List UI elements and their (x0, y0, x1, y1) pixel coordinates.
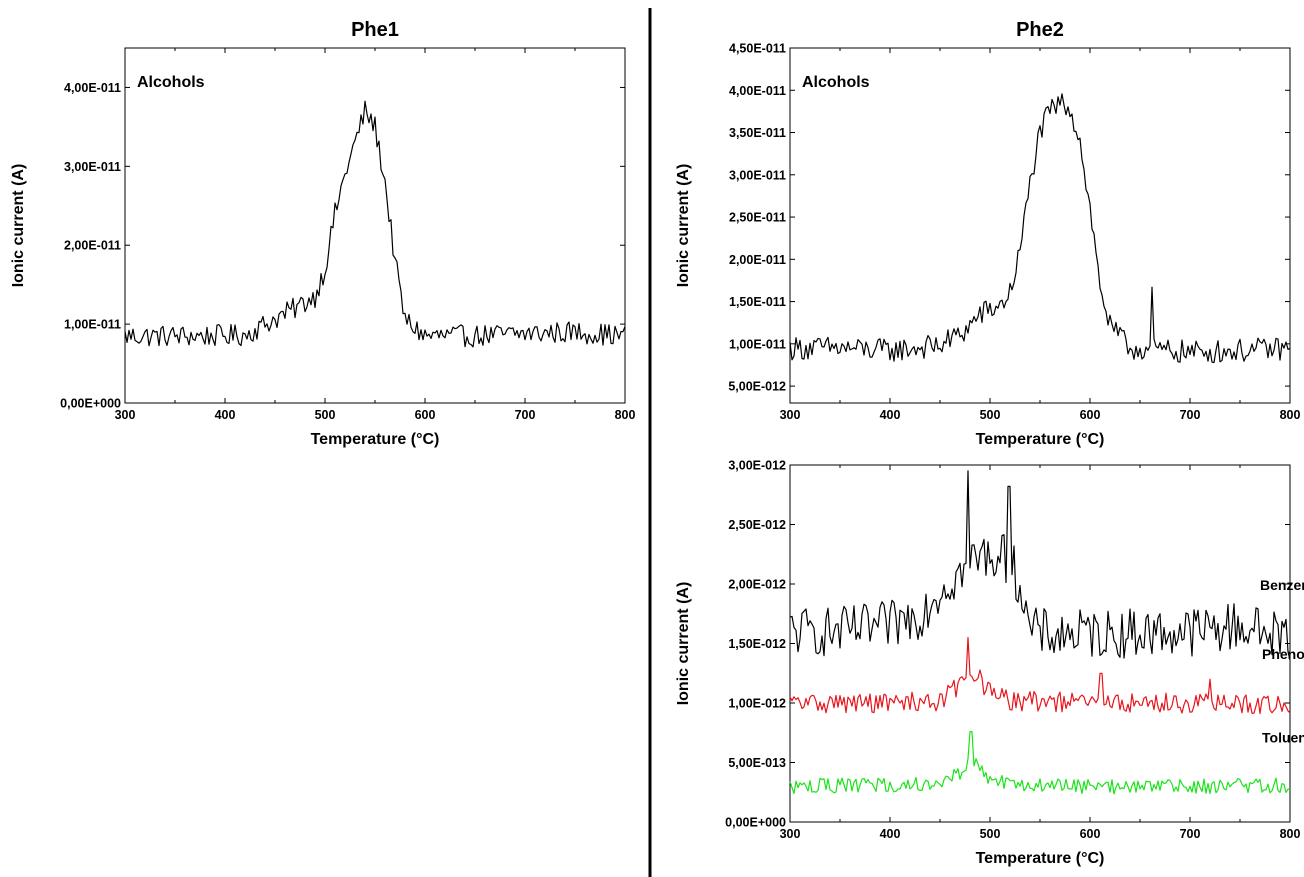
y-tick-label: 0,00E+000 (60, 397, 121, 411)
y-axis-label: Ionic current (A) (10, 164, 27, 288)
x-tick-label: 400 (880, 827, 901, 841)
x-tick-label: 500 (980, 408, 1001, 422)
y-axis-label: Ionic current (A) (675, 164, 692, 288)
x-tick-label: 600 (1080, 827, 1101, 841)
y-tick-label: 1,00E-011 (729, 337, 786, 351)
x-tick-label: 300 (780, 408, 801, 422)
y-tick-label: 4,00E-011 (729, 84, 786, 98)
x-tick-label: 700 (1180, 408, 1201, 422)
y-tick-label: 3,00E-012 (728, 459, 786, 473)
x-tick-label: 500 (980, 827, 1001, 841)
y-tick-label: 1,00E-011 (64, 318, 121, 332)
series-label: Phenols (1262, 646, 1304, 662)
chart-annotation: Alcohols (802, 74, 870, 91)
x-tick-label: 300 (115, 408, 136, 422)
y-tick-label: 2,50E-012 (728, 518, 786, 532)
chart-annotation: Alcohols (137, 74, 205, 91)
series-line-alcohols (789, 93, 1291, 364)
x-tick-label: 800 (1280, 827, 1301, 841)
chart-title: Phe1 (351, 19, 399, 41)
x-axis-label: Temperature (°C) (976, 431, 1105, 448)
x-axis-label: Temperature (°C) (311, 431, 440, 448)
y-tick-label: 5,00E-012 (728, 380, 786, 394)
y-tick-label: 2,00E-011 (729, 253, 786, 267)
y-tick-label: 3,00E-011 (729, 168, 786, 182)
y-tick-label: 3,00E-011 (64, 160, 121, 174)
x-tick-label: 700 (1180, 827, 1201, 841)
x-tick-label: 400 (880, 408, 901, 422)
x-tick-label: 600 (415, 408, 436, 422)
y-tick-label: 2,00E-011 (64, 239, 121, 253)
y-tick-label: 2,00E-012 (728, 578, 786, 592)
plot-frame (789, 464, 1291, 823)
plot-frame (124, 47, 626, 404)
series-line-benzene (789, 470, 1291, 661)
x-tick-label: 300 (780, 827, 801, 841)
y-tick-label: 1,00E-012 (728, 697, 786, 711)
x-tick-label: 700 (515, 408, 536, 422)
x-tick-label: 500 (315, 408, 336, 422)
chart-title: Phe2 (1016, 19, 1064, 41)
series-label: Toluene (1262, 729, 1304, 745)
y-tick-label: 0,00E+000 (725, 816, 786, 830)
series-line-phenols (789, 636, 1291, 715)
series-line-alcohols (124, 100, 626, 348)
y-tick-label: 3,50E-011 (729, 126, 786, 140)
y-tick-label: 4,00E-011 (64, 81, 121, 95)
y-tick-label: 5,00E-013 (728, 756, 786, 770)
series-label: Benzene (1260, 577, 1304, 593)
y-tick-label: 1,50E-012 (728, 637, 786, 651)
series-line-toluene (789, 730, 1291, 795)
x-tick-label: 800 (615, 408, 636, 422)
x-tick-label: 400 (215, 408, 236, 422)
x-tick-label: 600 (1080, 408, 1101, 422)
x-tick-label: 800 (1280, 408, 1301, 422)
y-tick-label: 1,50E-011 (729, 295, 786, 309)
x-axis-label: Temperature (°C) (976, 850, 1105, 867)
y-axis-label: Ionic current (A) (675, 582, 692, 706)
y-tick-label: 4,50E-011 (729, 42, 786, 56)
y-tick-label: 2,50E-011 (729, 211, 786, 225)
